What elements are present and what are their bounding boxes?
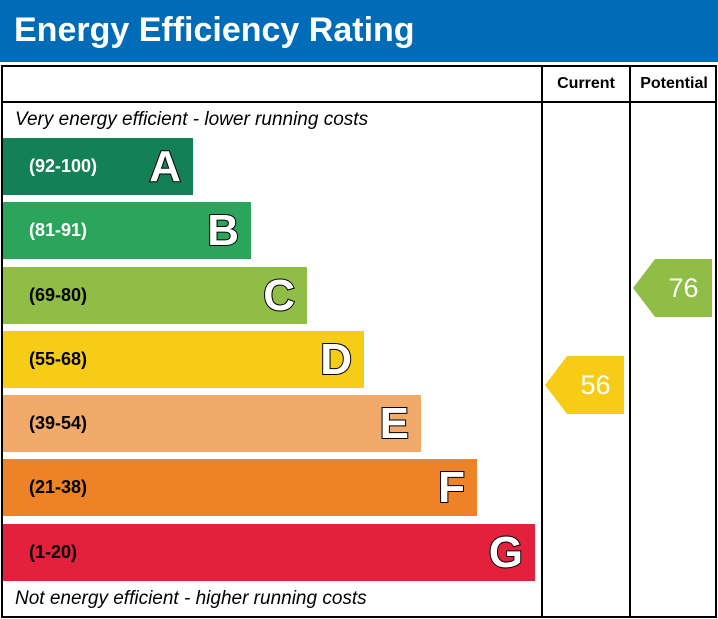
top-note: Very energy efficient - lower running co… (15, 109, 369, 130)
bottom-note: Not energy efficient - higher running co… (15, 588, 367, 609)
band-d-bar: (55-68) D (3, 331, 364, 388)
band-b-bar: (81-91) B (3, 202, 251, 259)
potential-rating-arrow: 76 (633, 259, 712, 317)
column-divider (629, 65, 631, 618)
band-range: (69-80) (29, 285, 88, 305)
band-letter: F (437, 462, 466, 513)
band-g-bar: (1-20) G (3, 524, 535, 581)
potential-rating-value: 76 (668, 273, 699, 303)
band-letter: B (206, 205, 240, 256)
band-letter: G (488, 527, 524, 578)
band-letter: E (379, 398, 410, 449)
chart-title: Energy Efficiency Rating (0, 0, 718, 62)
current-rating-arrow: 56 (545, 356, 624, 414)
band-range: (81-91) (29, 220, 88, 240)
current-header: Current (557, 75, 615, 92)
potential-header: Potential (640, 75, 708, 92)
band-a-bar: (92-100) A (3, 138, 193, 195)
band-range: (55-68) (29, 349, 88, 369)
band-range: (39-54) (29, 413, 88, 433)
current-rating-value: 56 (580, 370, 611, 400)
band-letter: A (148, 141, 182, 192)
band-c-bar: (69-80) C (3, 267, 307, 324)
header-divider (1, 101, 717, 103)
band-range: (92-100) (29, 156, 98, 176)
band-letter: C (262, 270, 296, 321)
column-divider (541, 65, 543, 618)
band-range: (21-38) (29, 477, 88, 497)
band-range: (1-20) (29, 542, 78, 562)
band-letter: D (319, 334, 353, 385)
band-f-bar: (21-38) F (3, 459, 477, 516)
rating-table (1, 65, 717, 618)
band-e-bar: (39-54) E (3, 395, 421, 452)
